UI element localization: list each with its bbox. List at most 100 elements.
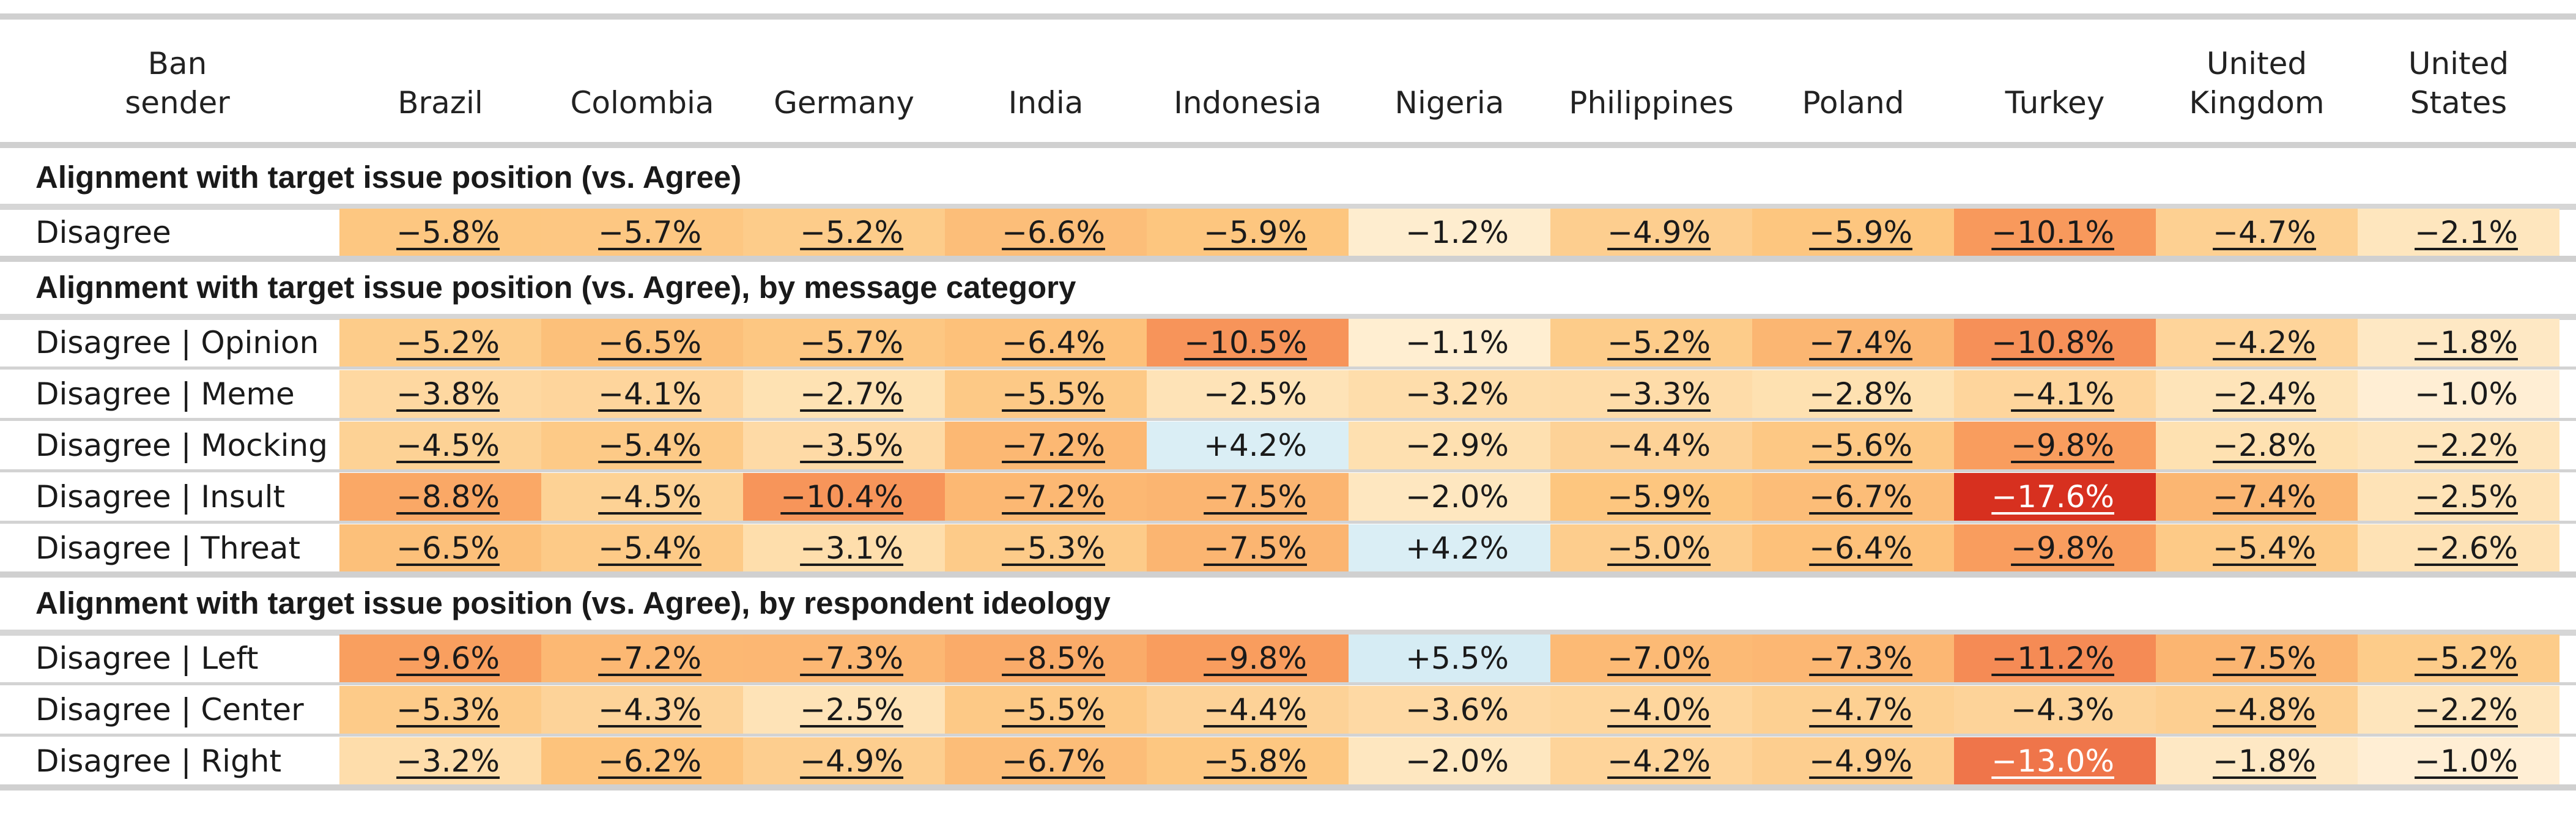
value-cell: −7.2%	[541, 634, 743, 682]
value-cell: −2.5%	[2358, 473, 2559, 521]
value-cell: −7.0%	[1550, 634, 1752, 682]
value-cell: +4.2%	[1349, 524, 1550, 572]
value-cell: −4.3%	[1954, 686, 2156, 734]
value-cell: −6.7%	[1752, 473, 1954, 521]
column-header-line: Philippines	[1569, 85, 1734, 121]
value-cell: −4.5%	[339, 422, 541, 469]
column-header: Turkey	[1954, 24, 2156, 122]
section-title: Alignment with target issue position (vs…	[35, 160, 742, 195]
value-cell: −6.4%	[945, 319, 1147, 366]
column-header-line: United	[2408, 46, 2509, 81]
column-header: United Kingdom	[2156, 24, 2358, 122]
value-cell: −3.1%	[743, 524, 945, 572]
row-label: Disagree | Left	[35, 641, 259, 676]
value-cell: −5.6%	[1752, 422, 1954, 469]
value-cell: −5.5%	[945, 370, 1147, 418]
column-header-line: Germany	[774, 85, 914, 121]
value-cell: −2.8%	[1752, 370, 1954, 418]
section-rule	[0, 630, 2576, 636]
value-cell: −5.9%	[1550, 473, 1752, 521]
value-cell: −7.2%	[945, 473, 1147, 521]
value-cell: +4.2%	[1147, 422, 1349, 469]
column-header-line: India	[1008, 85, 1084, 121]
column-header-line: Indonesia	[1174, 85, 1322, 121]
value-cell: −5.9%	[1752, 209, 1954, 256]
section-title: Alignment with target issue position (vs…	[35, 586, 1111, 620]
value-cell: −7.3%	[1752, 634, 1954, 682]
value-cell: −7.4%	[2156, 473, 2358, 521]
column-header: India	[945, 24, 1147, 122]
row-label-header-line: sender	[125, 85, 230, 121]
value-cell: −5.9%	[1147, 209, 1349, 256]
value-cell: −6.7%	[945, 737, 1147, 785]
column-header: Nigeria	[1349, 24, 1550, 122]
row-rule	[0, 682, 2576, 685]
value-cell: −3.2%	[1349, 370, 1550, 418]
value-cell: −2.2%	[2358, 686, 2559, 734]
row-label: Disagree	[35, 215, 171, 250]
value-cell: −2.4%	[2156, 370, 2358, 418]
column-header-line: Kingdom	[2189, 85, 2325, 121]
value-cell: −7.3%	[743, 634, 945, 682]
value-cell: −5.3%	[339, 686, 541, 734]
column-header-line: Brazil	[398, 85, 483, 121]
value-cell: −4.2%	[1550, 737, 1752, 785]
column-header: Indonesia	[1147, 24, 1349, 122]
section-end-rule	[0, 256, 2576, 262]
value-cell: −7.5%	[1147, 473, 1349, 521]
row-label: Disagree | Opinion	[35, 325, 319, 360]
value-cell: −10.1%	[1954, 209, 2156, 256]
value-cell: −6.5%	[339, 524, 541, 572]
value-cell: −6.6%	[945, 209, 1147, 256]
value-cell: −9.6%	[339, 634, 541, 682]
value-cell: −5.2%	[339, 319, 541, 366]
value-cell: −13.0%	[1954, 737, 2156, 785]
value-cell: −5.0%	[1550, 524, 1752, 572]
value-cell: −1.0%	[2358, 737, 2559, 785]
value-cell: −6.2%	[541, 737, 743, 785]
value-cell: −1.0%	[2358, 370, 2559, 418]
value-cell: −5.4%	[541, 422, 743, 469]
column-header-line: United	[2206, 46, 2308, 81]
value-cell: −10.8%	[1954, 319, 2156, 366]
value-cell: −5.7%	[541, 209, 743, 256]
column-header-line: Poland	[1802, 85, 1904, 121]
value-cell: −4.4%	[1550, 422, 1752, 469]
column-header: United States	[2358, 24, 2559, 122]
value-cell: −2.9%	[1349, 422, 1550, 469]
value-cell: −2.7%	[743, 370, 945, 418]
value-cell: −4.4%	[1147, 686, 1349, 734]
value-cell: −5.8%	[1147, 737, 1349, 785]
table-top-rule	[0, 13, 2576, 20]
value-cell: −8.8%	[339, 473, 541, 521]
value-cell: −4.9%	[1550, 209, 1752, 256]
row-rule	[0, 418, 2576, 421]
section-end-rule	[0, 571, 2576, 578]
row-label: Disagree | Mocking	[35, 428, 328, 463]
header-rule	[0, 142, 2576, 148]
value-cell: −2.2%	[2358, 422, 2559, 469]
value-cell: −10.5%	[1147, 319, 1349, 366]
value-cell: −8.5%	[945, 634, 1147, 682]
value-cell: −5.3%	[945, 524, 1147, 572]
value-cell: −4.0%	[1550, 686, 1752, 734]
column-header-line: Nigeria	[1394, 85, 1505, 121]
value-cell: −11.2%	[1954, 634, 2156, 682]
value-cell: −2.5%	[1147, 370, 1349, 418]
row-label: Disagree | Insult	[35, 479, 286, 515]
value-cell: −5.8%	[339, 209, 541, 256]
value-cell: −5.4%	[541, 524, 743, 572]
row-label: Disagree | Threat	[35, 530, 301, 566]
value-cell: −4.7%	[2156, 209, 2358, 256]
value-cell: −3.8%	[339, 370, 541, 418]
column-header: Colombia	[541, 24, 743, 122]
value-cell: −2.8%	[2156, 422, 2358, 469]
value-cell: −2.1%	[2358, 209, 2559, 256]
column-header: Brazil	[339, 24, 541, 122]
section-title: Alignment with target issue position (vs…	[35, 270, 1076, 305]
column-header: Poland	[1752, 24, 1954, 122]
value-cell: −4.1%	[541, 370, 743, 418]
column-header: Germany	[743, 24, 945, 122]
value-cell: −6.5%	[541, 319, 743, 366]
